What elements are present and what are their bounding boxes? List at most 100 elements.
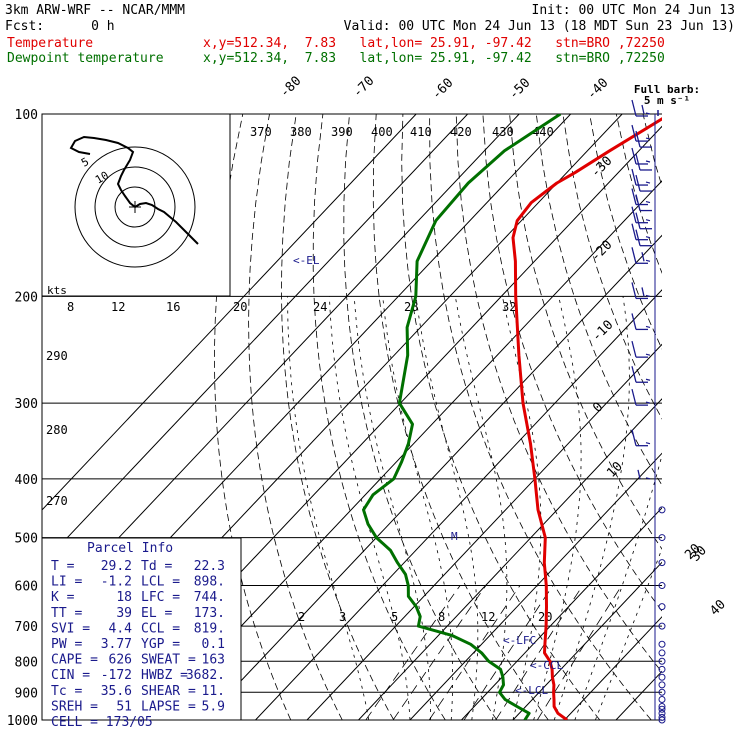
parcel-param-name: LCL =: [141, 575, 180, 590]
moist-adiabat: [595, 547, 662, 720]
temperature-label: -80: [277, 74, 304, 101]
isotherm: [358, 398, 662, 720]
theta-e-label: 390: [331, 125, 353, 139]
wind-barb-calm: [658, 688, 666, 696]
parcel-param-value: 819.: [194, 621, 225, 636]
isotherm: [42, 114, 469, 566]
mixing-ratio-line: [536, 585, 623, 720]
temperature-legend-info: x,y=512.34, 7.83 lat,lon= 25.91, -97.42 …: [203, 36, 665, 51]
parcel-param-name: SREH =: [51, 699, 98, 714]
isotherm: [255, 289, 662, 720]
moist-adiabat: [533, 296, 582, 720]
mixing-ratio-line: [428, 585, 521, 720]
pressure-label: 100: [15, 108, 38, 123]
parcel-info-frame: [41, 537, 242, 721]
parcel-param-name: SWEAT =: [141, 653, 196, 668]
pressure-label: 1000: [7, 714, 38, 729]
dewpoint-legend-info: x,y=512.34, 7.83 lat,lon= 25.91, -97.42 …: [203, 51, 665, 66]
theta-label: 270: [46, 494, 68, 508]
hodograph: 5 10 kts: [41, 113, 231, 297]
wind-barb-half: [641, 104, 645, 115]
parcel-param-value: 173.: [194, 606, 225, 621]
isotherm: [306, 343, 662, 720]
dry-adiabat: [696, 114, 740, 720]
parcel-param-value: 3682.: [186, 668, 225, 683]
parcel-param-name: LFC =: [141, 590, 180, 605]
theta-label: 280: [46, 423, 68, 437]
wind-barb-calm: [658, 582, 666, 590]
mixing-ratio-line: [365, 585, 461, 720]
wind-barb-flag: [635, 194, 641, 211]
parcel-param-name: LAPSE =: [141, 699, 196, 714]
parcel-param-name: HWBZ =: [141, 668, 188, 683]
dewpoint-legend-label: Dewpoint temperature: [7, 51, 164, 66]
wind-barb-calm: [658, 705, 666, 713]
temperature-trace: [511, 117, 662, 720]
parcel-param-value: 5.9: [202, 699, 225, 714]
model-title: 3km ARW-WRF -- NCAR/MMM: [5, 3, 185, 18]
el-marker: <-EL: [293, 254, 320, 267]
wind-barb-staff: [645, 219, 651, 222]
isotherm: [461, 507, 662, 720]
wind-barb-flag: [631, 99, 637, 117]
moist-adiabat: [287, 296, 370, 720]
wind-barb-flag: [631, 340, 637, 358]
moist-adiabat: [574, 453, 662, 720]
parcel-param-value: 35.6: [101, 684, 132, 699]
theta-e-label: 380: [290, 125, 312, 139]
pressure-label: 500: [15, 532, 38, 547]
mixing-ratio-line: [463, 585, 554, 720]
parcel-param-value: 626: [109, 653, 132, 668]
temperature-legend-label: Temperature: [7, 36, 93, 51]
hodograph-ring-label: 10: [93, 169, 111, 187]
parcel-info-title: Parcel Info: [87, 541, 173, 556]
mixing-ratio-label: 12: [481, 610, 495, 624]
isotherm: [564, 616, 662, 720]
parcel-param-name: Tc =: [51, 684, 82, 699]
dry-adiabat: [482, 114, 662, 612]
parcel-param-value: 0.1: [202, 637, 225, 652]
pressure-label: 300: [15, 397, 38, 412]
barb-legend-line2: 5 m s⁻¹: [644, 94, 690, 107]
wind-barb-flag: [635, 130, 641, 148]
wind-barb-staff: [645, 137, 651, 140]
parcel-param-name: T =: [51, 559, 75, 574]
mixing-ratio-label: 8: [67, 300, 74, 314]
temperature-label: 0: [590, 400, 606, 416]
wind-barb-calm: [658, 709, 666, 717]
parcel-marker: M: [451, 530, 458, 543]
parcel-param-value: -172: [101, 668, 132, 683]
wind-barb-staff: [645, 442, 651, 445]
wind-barb-calm: [658, 649, 666, 657]
dry-adiabat: [589, 114, 662, 350]
mixing-ratio-label: 3: [339, 610, 346, 624]
wind-barb-calm: [658, 673, 666, 681]
theta-e-label: 420: [450, 125, 472, 139]
wind-barb-flag: [631, 366, 637, 383]
temperature-label: -40: [584, 76, 611, 103]
moist-adiabat: [329, 296, 411, 720]
isotherm: [42, 114, 520, 620]
parcel-param-name: PW =: [51, 637, 82, 652]
wind-barb-staff: [645, 401, 651, 404]
dry-adiabat: [670, 114, 740, 720]
wind-barb-calm: [658, 713, 666, 721]
wind-barb-flag: [635, 212, 641, 229]
isotherm: [668, 114, 740, 720]
parcel-param-name: LI =: [51, 575, 82, 590]
parcel-param-value: 744.: [194, 590, 225, 605]
parcel-param-name: CIN =: [51, 668, 90, 683]
init-time: Init: 00 UTC Mon 24 Jun 13: [532, 3, 736, 18]
pressure-label: 900: [15, 686, 38, 701]
isotherm: [203, 234, 662, 720]
wind-barb-flag: [631, 388, 637, 406]
pressure-label: 800: [15, 655, 38, 670]
pressure-label: 600: [15, 580, 38, 595]
parcel-param-name: K =: [51, 590, 75, 605]
wind-barb-half: [641, 252, 645, 262]
dry-adiabat: [312, 114, 446, 720]
dry-adiabat: [535, 114, 662, 486]
valid-time: Valid: 00 UTC Mon 24 Jun 13 (18 MDT Sun …: [344, 19, 735, 34]
